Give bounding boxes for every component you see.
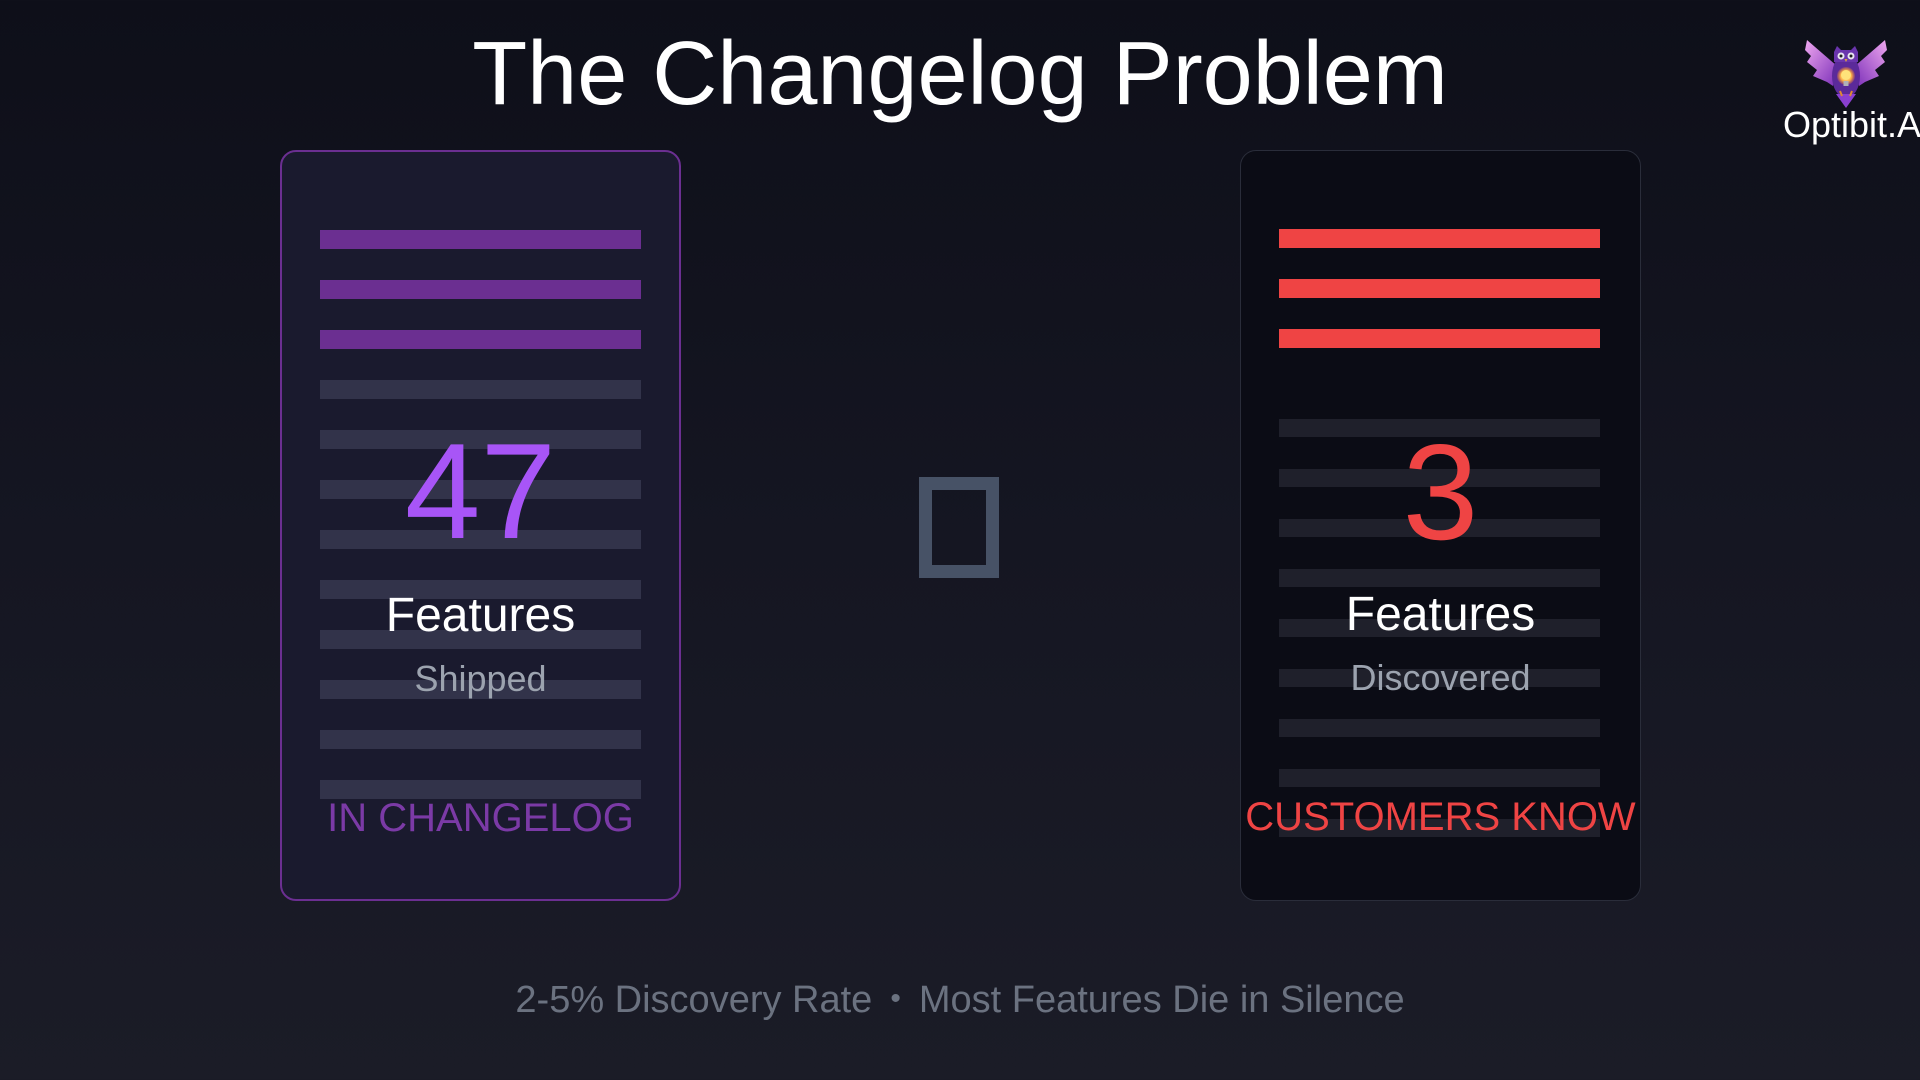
changelog-line [320, 380, 641, 399]
changelog-line [320, 730, 641, 749]
changelog-line [1279, 769, 1600, 787]
footer-stat: 2-5% Discovery Rate [515, 979, 873, 1021]
changelog-line [1279, 669, 1600, 687]
changelog-line [1279, 419, 1600, 437]
changelog-line [1279, 469, 1600, 487]
changelog-line [320, 630, 641, 649]
brand-logo: Optibit.A [1783, 36, 1920, 146]
changelog-line [1279, 819, 1600, 837]
changelog-line-highlighted [320, 230, 641, 249]
slide-title: The Changelog Problem [472, 24, 1448, 124]
shipped-count: 47 [404, 415, 557, 567]
bullet-separator: • [890, 982, 901, 1015]
brand-name: Optibit.A [1783, 104, 1920, 145]
shipped-label: Features [385, 589, 576, 642]
changelog-line [320, 580, 641, 599]
changelog-line-highlighted [320, 280, 641, 299]
changelog-line [1279, 569, 1600, 587]
shipped-tag: IN CHANGELOG [327, 796, 634, 840]
discovered-tag: CUSTOMERS KNOW [1245, 795, 1636, 839]
footer-caption: 2-5% Discovery Rate • Most Features Die in… [0, 980, 1920, 1019]
discovered-sublabel: Discovered [1350, 657, 1531, 698]
changelog-line-highlighted [1279, 229, 1600, 248]
footer-tagline: Most Features Die in Silence [918, 979, 1405, 1021]
changelog-line [320, 680, 641, 699]
changelog-line-highlighted [1279, 329, 1600, 348]
changelog-line-highlighted [1279, 279, 1600, 298]
changelog-line [1279, 719, 1600, 737]
features-discovered-card: 3 Features Discovered CUSTOMERS KNOW [1240, 150, 1641, 901]
changelog-line [320, 430, 641, 449]
owl-lightbulb-icon [1805, 40, 1887, 108]
discovered-label: Features [1345, 588, 1536, 641]
changelog-line [320, 480, 641, 499]
arrow-right-icon [919, 477, 999, 578]
shipped-sublabel: Shipped [414, 658, 547, 699]
changelog-line [320, 530, 641, 549]
changelog-line-highlighted [320, 330, 641, 349]
changelog-line [320, 780, 641, 799]
discovered-count: 3 [1402, 416, 1479, 568]
features-shipped-card: 47 Features Shipped IN CHANGELOG [280, 150, 681, 901]
changelog-line [1279, 619, 1600, 637]
changelog-line [1279, 519, 1600, 537]
